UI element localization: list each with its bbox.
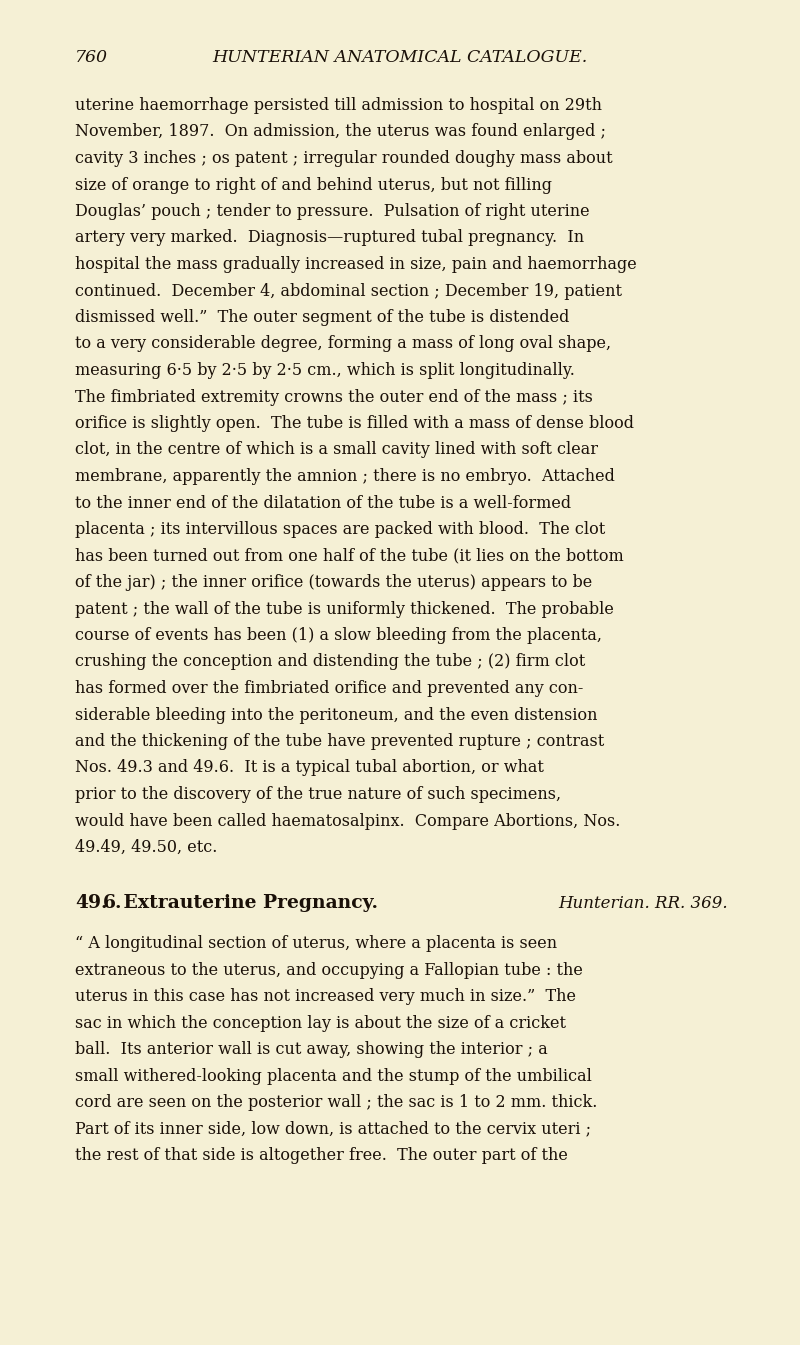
Text: continued.  December 4, abdominal section ; December 19, patient: continued. December 4, abdominal section… [75,282,622,300]
Text: to the inner end of the dilatation of the tube is a well-formed: to the inner end of the dilatation of th… [75,495,571,511]
Text: size of orange to right of and behind uterus, but not filling: size of orange to right of and behind ut… [75,176,552,194]
Text: Part of its inner side, low down, is attached to the cervix uteri ;: Part of its inner side, low down, is att… [75,1120,591,1138]
Text: cavity 3 inches ; os patent ; irregular rounded doughy mass about: cavity 3 inches ; os patent ; irregular … [75,151,613,167]
Text: siderable bleeding into the peritoneum, and the even distension: siderable bleeding into the peritoneum, … [75,706,598,724]
Text: hospital the mass gradually increased in size, pain and haemorrhage: hospital the mass gradually increased in… [75,256,637,273]
Text: prior to the discovery of the true nature of such specimens,: prior to the discovery of the true natur… [75,785,561,803]
Text: has been turned out from one half of the tube (it lies on the bottom: has been turned out from one half of the… [75,547,624,565]
Text: uterus in this case has not increased very much in size.”  The: uterus in this case has not increased ve… [75,989,576,1005]
Text: 760: 760 [75,48,108,66]
Text: ball.  Its anterior wall is cut away, showing the interior ; a: ball. Its anterior wall is cut away, sho… [75,1041,548,1059]
Text: The fimbriated extremity crowns the outer end of the mass ; its: The fimbriated extremity crowns the oute… [75,389,593,405]
Text: has formed over the fimbriated orifice and prevented any con-: has formed over the fimbriated orifice a… [75,681,583,697]
Text: Extrauterine Pregnancy.: Extrauterine Pregnancy. [117,894,378,912]
Text: 49.: 49. [75,894,107,912]
Text: the rest of that side is altogether free.  The outer part of the: the rest of that side is altogether free… [75,1147,568,1165]
Text: would have been called haematosalpinx.  Compare Abortions, Nos.: would have been called haematosalpinx. C… [75,812,620,830]
Text: uterine haemorrhage persisted till admission to hospital on 29th: uterine haemorrhage persisted till admis… [75,97,602,114]
Text: course of events has been (1) a slow bleeding from the placenta,: course of events has been (1) a slow ble… [75,627,602,644]
Text: of the jar) ; the inner orifice (towards the uterus) appears to be: of the jar) ; the inner orifice (towards… [75,574,592,590]
Text: sac in which the conception lay is about the size of a cricket: sac in which the conception lay is about… [75,1014,566,1032]
Text: measuring 6·5 by 2·5 by 2·5 cm., which is split longitudinally.: measuring 6·5 by 2·5 by 2·5 cm., which i… [75,362,575,379]
Text: Hunterian. RR. 369.: Hunterian. RR. 369. [558,896,728,912]
Text: cord are seen on the posterior wall ; the sac is 1 to 2 mm. thick.: cord are seen on the posterior wall ; th… [75,1095,598,1111]
Text: small withered-looking placenta and the stump of the umbilical: small withered-looking placenta and the … [75,1068,592,1085]
Text: dismissed well.”  The outer segment of the tube is distended: dismissed well.” The outer segment of th… [75,309,570,325]
Text: orifice is slightly open.  The tube is filled with a mass of dense blood: orifice is slightly open. The tube is fi… [75,416,634,432]
Text: November, 1897.  On admission, the uterus was found enlarged ;: November, 1897. On admission, the uterus… [75,124,606,140]
Text: artery very marked.  Diagnosis—ruptured tubal pregnancy.  In: artery very marked. Diagnosis—ruptured t… [75,230,584,246]
Text: placenta ; its intervillous spaces are packed with blood.  The clot: placenta ; its intervillous spaces are p… [75,521,606,538]
Text: 49.49, 49.50, etc.: 49.49, 49.50, etc. [75,839,218,855]
Text: and the thickening of the tube have prevented rupture ; contrast: and the thickening of the tube have prev… [75,733,604,751]
Text: clot, in the centre of which is a small cavity lined with soft clear: clot, in the centre of which is a small … [75,441,598,459]
Text: HUNTERIAN ANATOMICAL CATALOGUE.: HUNTERIAN ANATOMICAL CATALOGUE. [212,48,588,66]
Text: patent ; the wall of the tube is uniformly thickened.  The probable: patent ; the wall of the tube is uniform… [75,600,614,617]
Text: membrane, apparently the amnion ; there is no embryo.  Attached: membrane, apparently the amnion ; there … [75,468,615,486]
Text: Nos. 49.3 and 49.6.  It is a typical tubal abortion, or what: Nos. 49.3 and 49.6. It is a typical tuba… [75,760,544,776]
Text: “ A longitudinal section of uterus, where a placenta is seen: “ A longitudinal section of uterus, wher… [75,935,557,952]
Text: 6.: 6. [103,894,122,912]
Text: Douglas’ pouch ; tender to pressure.  Pulsation of right uterine: Douglas’ pouch ; tender to pressure. Pul… [75,203,590,221]
Text: extraneous to the uterus, and occupying a Fallopian tube : the: extraneous to the uterus, and occupying … [75,962,583,979]
Text: crushing the conception and distending the tube ; (2) firm clot: crushing the conception and distending t… [75,654,586,671]
Text: to a very considerable degree, forming a mass of long oval shape,: to a very considerable degree, forming a… [75,335,611,352]
